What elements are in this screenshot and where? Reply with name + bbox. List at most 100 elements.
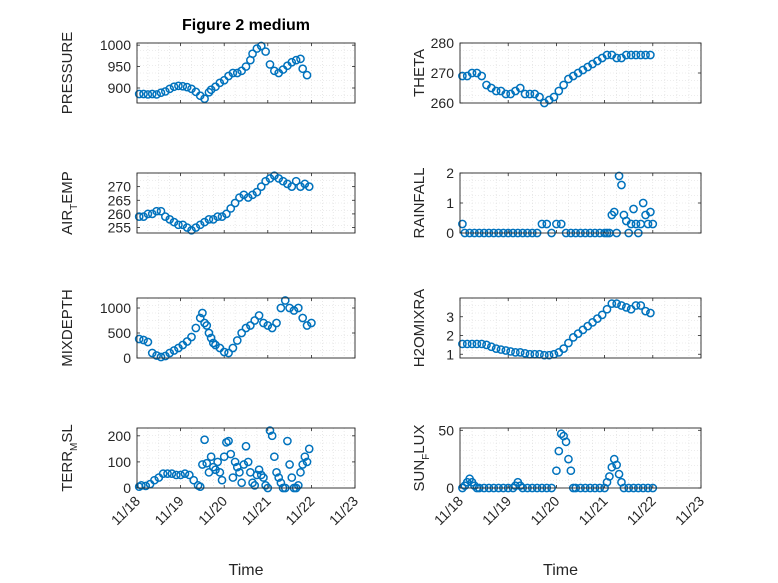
- data-point: [535, 92, 544, 102]
- data-point: [643, 219, 653, 229]
- data-point: [561, 437, 571, 447]
- data-point: [648, 219, 658, 229]
- data-point: [515, 348, 525, 357]
- data-point: [239, 460, 249, 469]
- data-point: [283, 179, 292, 189]
- y-axis-label: H2OMIXRA: [411, 289, 428, 367]
- data-point: [304, 444, 314, 454]
- y-tick-label: 200: [108, 428, 132, 444]
- data-point: [626, 219, 636, 229]
- data-point: [638, 198, 648, 208]
- data-point: [602, 50, 612, 60]
- data-point: [241, 62, 251, 71]
- data-point: [211, 465, 220, 475]
- x-tick-label: 11/21: [575, 493, 611, 529]
- data-point: [241, 441, 251, 451]
- data-point: [467, 68, 477, 78]
- data-point: [265, 174, 275, 183]
- data-point: [191, 323, 201, 333]
- data-point: [296, 182, 305, 191]
- y-axis-label: MIXDEPTH: [59, 289, 76, 367]
- data-point: [636, 301, 646, 310]
- data-point: [559, 344, 568, 353]
- data-point: [147, 209, 157, 219]
- data-point: [482, 340, 491, 350]
- data-point: [182, 223, 192, 232]
- data-point: [285, 460, 294, 469]
- y-tick-label: 950: [108, 59, 132, 75]
- data-point: [269, 452, 279, 462]
- data-point: [222, 209, 231, 219]
- y-axis-label: TERRMSL: [59, 424, 80, 492]
- data-point: [169, 82, 179, 92]
- data-point: [289, 306, 299, 315]
- y-tick-label: 270: [431, 65, 455, 81]
- data-point: [646, 308, 655, 318]
- data-point: [607, 462, 617, 472]
- subplot-terr_msl: 0 100 200 11/18 11/19 11/20 11/21 11/22 11/23 TER…: [59, 424, 361, 579]
- data-point: [178, 81, 188, 91]
- data-point: [204, 328, 214, 338]
- data-point: [165, 348, 175, 358]
- data-point: [152, 90, 161, 99]
- data-point: [147, 89, 157, 99]
- data-point: [612, 299, 622, 308]
- data-point: [226, 204, 236, 213]
- data-point: [256, 41, 266, 51]
- x-tick-label: 11/18: [431, 493, 467, 529]
- data-point: [215, 78, 225, 88]
- data-point: [239, 190, 249, 200]
- y-tick-label: 255: [108, 220, 132, 236]
- data-point: [143, 337, 153, 347]
- data-point: [472, 339, 482, 349]
- data-point: [232, 336, 242, 345]
- data-point: [160, 212, 170, 221]
- data-point: [552, 219, 561, 229]
- data-point: [636, 50, 646, 60]
- data-point: [160, 87, 170, 96]
- data-point: [230, 457, 240, 467]
- data-point: [621, 303, 631, 312]
- data-point: [167, 469, 177, 479]
- y-tick-label: 280: [431, 35, 455, 51]
- data-point: [237, 66, 246, 76]
- data-point: [178, 220, 188, 230]
- data-point: [296, 467, 305, 477]
- data-point: [200, 435, 209, 445]
- data-point: [213, 212, 223, 221]
- data-point: [552, 466, 561, 476]
- data-point: [605, 472, 614, 481]
- data-point: [542, 219, 552, 229]
- data-point: [287, 473, 297, 482]
- x-tick-label: 11/20: [195, 493, 231, 529]
- data-point: [187, 225, 196, 235]
- data-point: [540, 350, 549, 360]
- data-point: [156, 206, 166, 216]
- data-point: [217, 475, 227, 485]
- y-tick-label: 1: [446, 346, 454, 362]
- data-point: [525, 89, 535, 99]
- data-point: [511, 348, 520, 357]
- subplot-rainfall: 0 1 2 RAINFALL: [411, 165, 702, 241]
- x-tick-label: 11/21: [239, 493, 275, 529]
- y-tick-label: 1000: [100, 300, 131, 316]
- data-point: [198, 460, 207, 469]
- data-point: [254, 311, 264, 320]
- data-point: [614, 171, 624, 181]
- data-point: [224, 348, 233, 358]
- data-point: [520, 348, 530, 358]
- data-point: [184, 470, 194, 480]
- data-point: [287, 57, 297, 67]
- data-point: [248, 190, 257, 200]
- data-point: [241, 323, 251, 333]
- data-point: [215, 467, 225, 477]
- y-axis-label: SUNFLUX: [411, 425, 432, 492]
- data-point: [621, 50, 631, 60]
- y-axis-label: THETA: [411, 49, 428, 97]
- data-point: [296, 54, 305, 64]
- data-point: [267, 323, 277, 333]
- x-tick-label: 11/18: [108, 493, 144, 529]
- data-point: [272, 318, 281, 328]
- data-point: [300, 179, 310, 189]
